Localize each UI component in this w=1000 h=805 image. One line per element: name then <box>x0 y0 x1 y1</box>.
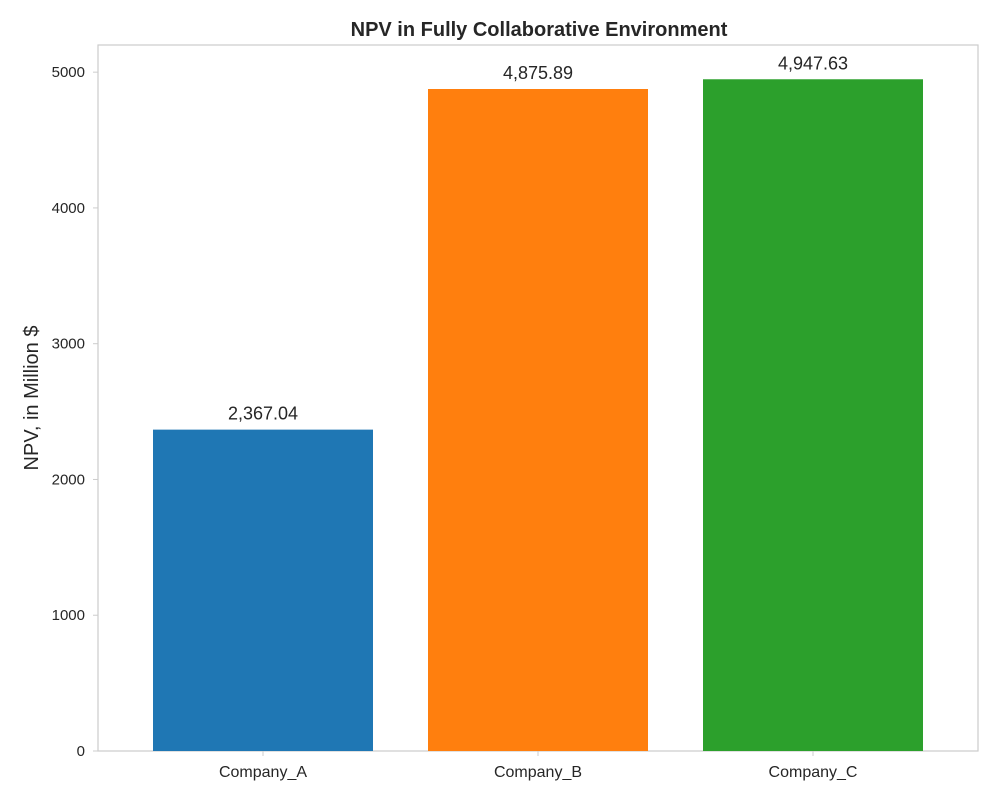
y-tick-label: 0 <box>77 743 85 760</box>
x-tick-label: Company_A <box>219 764 307 781</box>
x-tick-label: Company_B <box>494 764 582 781</box>
x-tick-label: Company_C <box>769 764 858 781</box>
bar-value-label: 2,367.04 <box>228 404 298 424</box>
y-tick-label: 1000 <box>52 607 85 624</box>
bar-value-label: 4,947.63 <box>778 53 848 73</box>
bar-Company_C <box>703 79 923 751</box>
y-tick-label: 3000 <box>52 336 85 353</box>
chart-marks: 0 1000 2000 3000 4000 5000 2,367.04 Company_A 4,… <box>52 53 923 781</box>
chart-title: NPV in Fully Collaborative Environment <box>351 19 728 41</box>
bar-Company_A <box>153 429 373 751</box>
bar-Company_B <box>428 89 648 752</box>
y-tick-label: 5000 <box>52 64 85 81</box>
y-tick-label: 4000 <box>52 200 85 217</box>
y-axis-label: NPV, in Million $ <box>21 326 43 471</box>
y-tick-label: 2000 <box>52 471 85 488</box>
bar-value-label: 4,875.89 <box>503 63 573 83</box>
